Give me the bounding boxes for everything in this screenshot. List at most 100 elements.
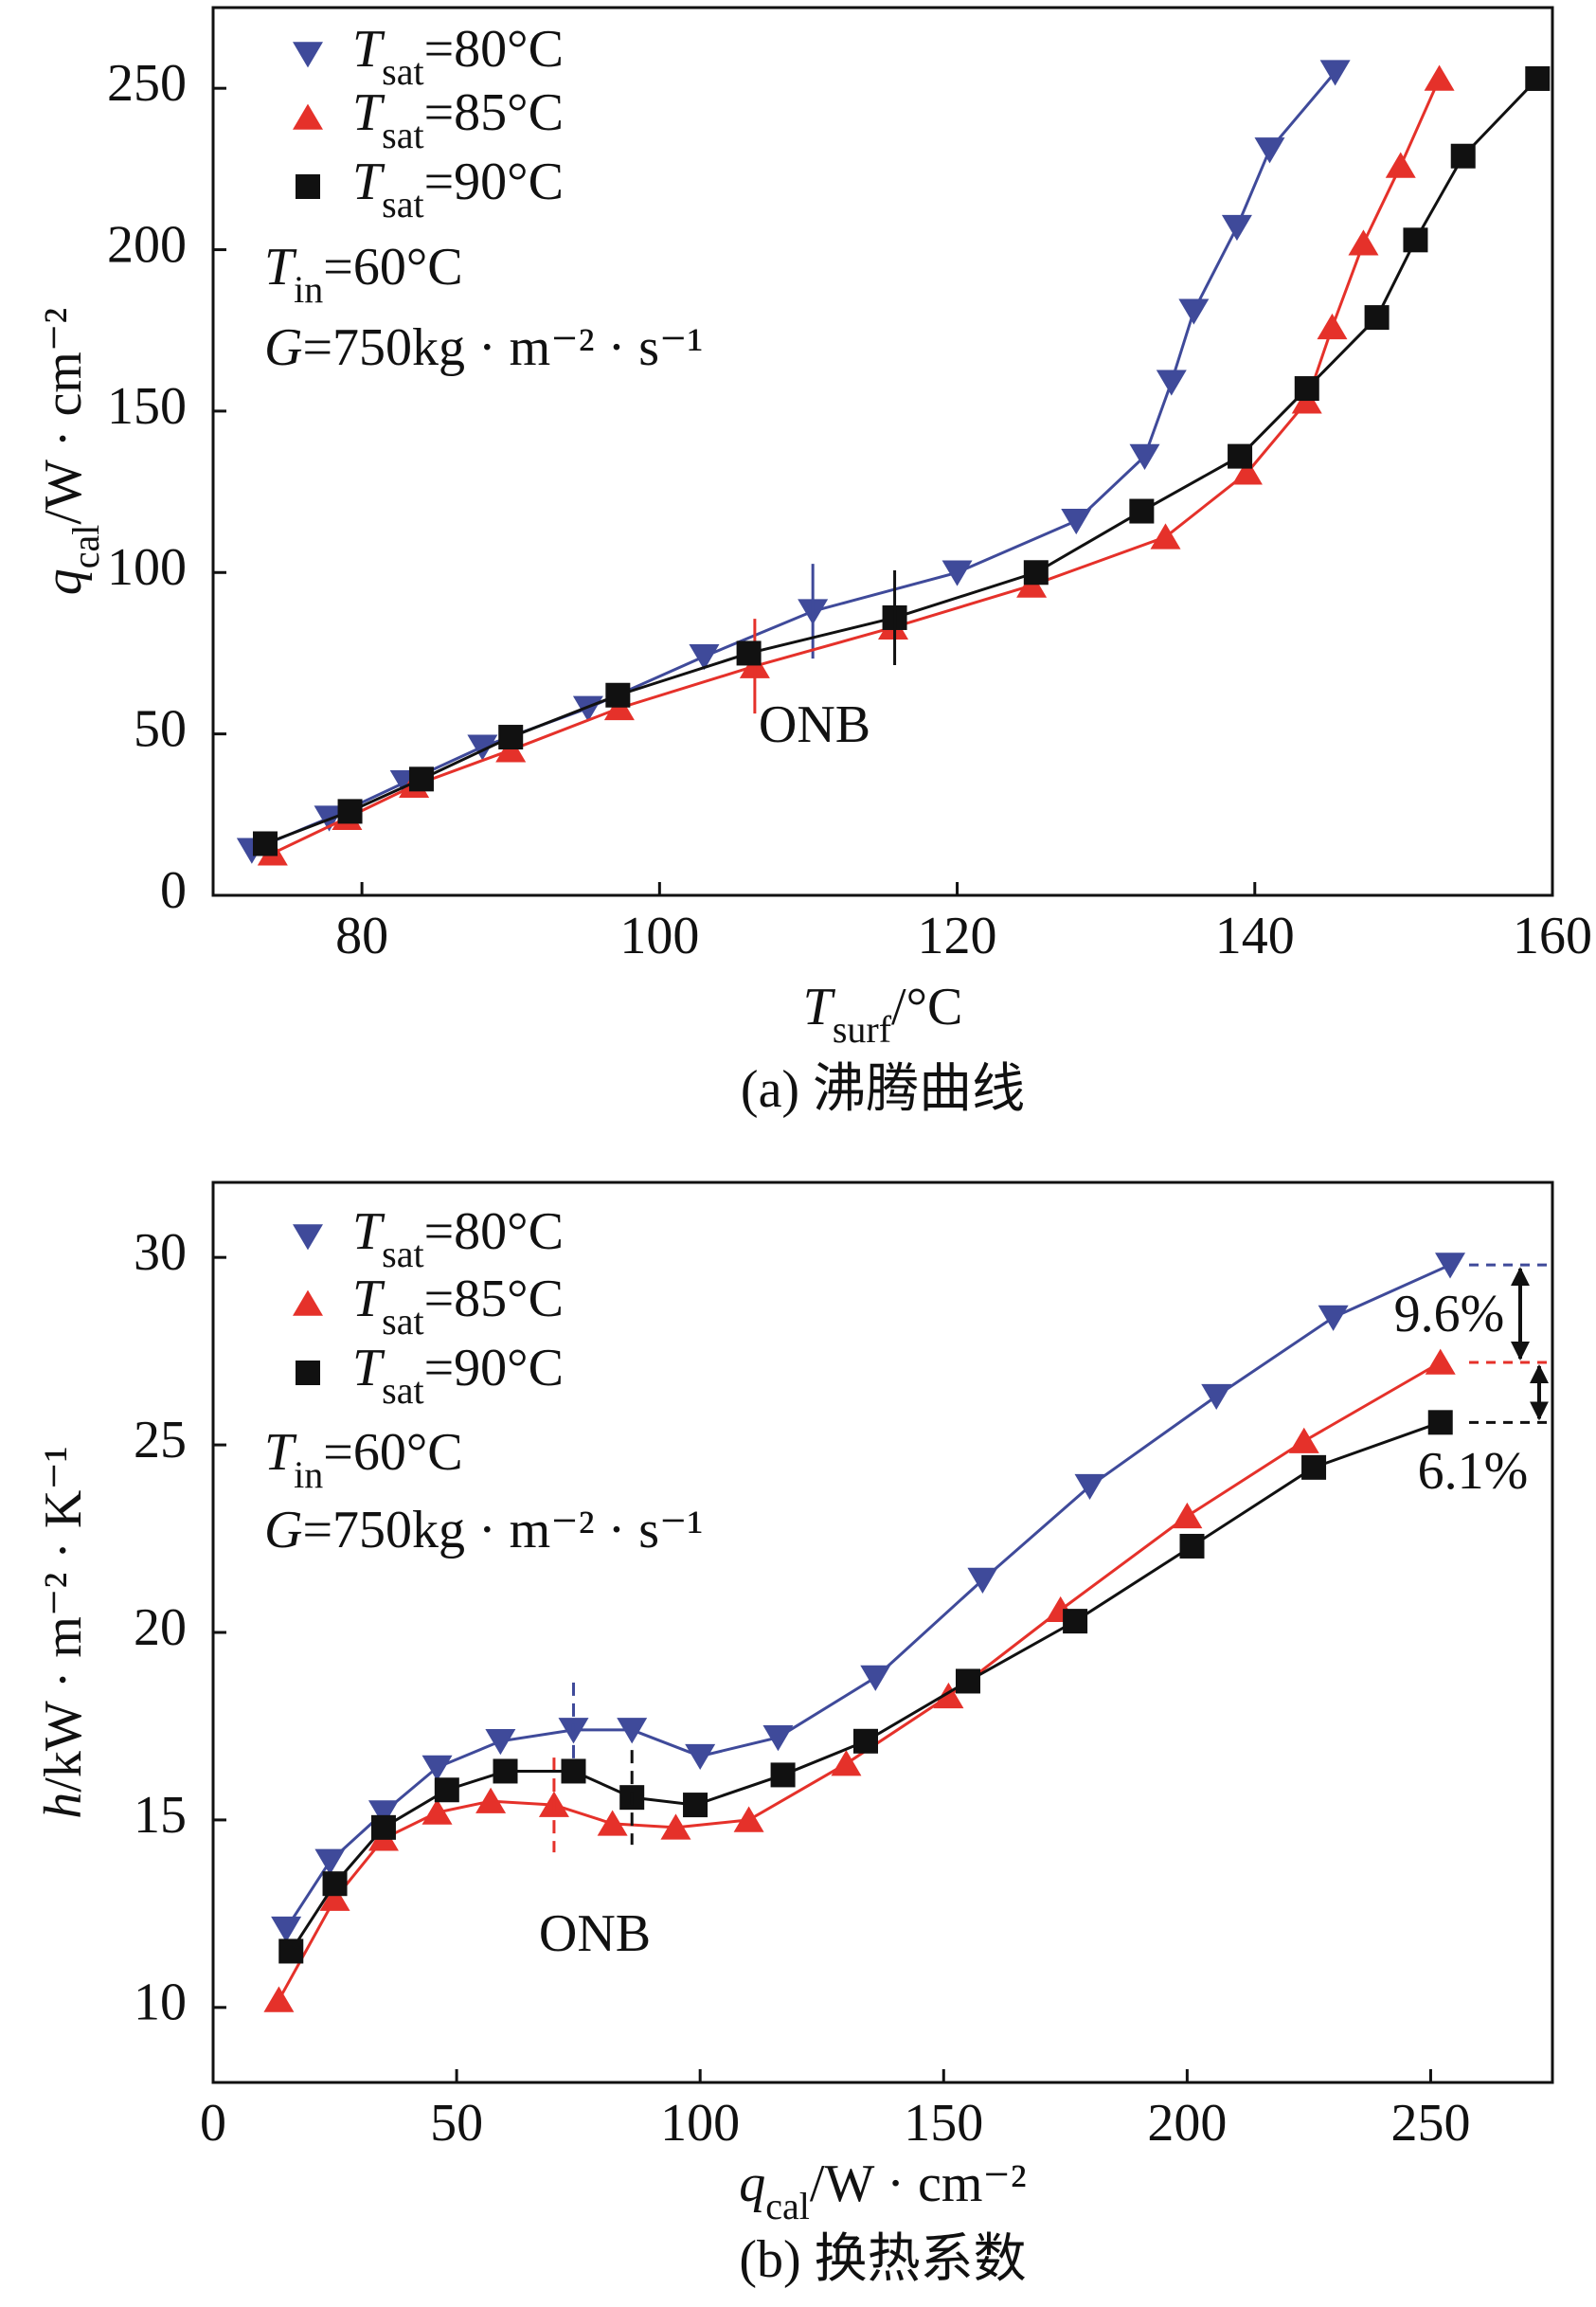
data-point (1061, 508, 1092, 535)
condition-note: Tin=60°C (264, 238, 463, 311)
y-tick-label: 25 (134, 1411, 187, 1469)
x-tick-label: 0 (200, 2094, 226, 2153)
condition-note: G=750kg · m⁻² · s⁻¹ (264, 318, 703, 377)
data-point (1294, 376, 1319, 402)
y-axis-label: h/kW · m⁻² · K⁻¹ (34, 1446, 93, 1818)
data-point (967, 1567, 998, 1594)
y-tick-label: 150 (107, 377, 187, 436)
data-point (1450, 143, 1476, 169)
y-tick-label: 10 (134, 1974, 187, 2032)
data-point (1179, 1533, 1205, 1559)
data-point (605, 682, 631, 708)
data-point (955, 1668, 980, 1694)
plot-frame (211, 6, 1554, 897)
x-tick-label: 120 (918, 907, 997, 965)
x-tick-label: 250 (1390, 2094, 1470, 2153)
x-tick-label: 160 (1513, 907, 1592, 965)
series (263, 1348, 1456, 2012)
data-point (1221, 214, 1252, 242)
data-point (1435, 1253, 1466, 1279)
y-tick-label: 50 (134, 699, 187, 758)
data-point (831, 1750, 862, 1776)
data-point (1254, 137, 1285, 164)
x-tick-label: 200 (1147, 2094, 1227, 2153)
data-point (1129, 443, 1160, 471)
x-tick-label: 100 (660, 2094, 740, 2153)
data-point (1231, 459, 1263, 485)
data-point (1364, 305, 1390, 331)
data-point (271, 1916, 302, 1943)
data-point (337, 799, 363, 824)
data-point (467, 734, 498, 761)
x-tick-label: 100 (619, 907, 699, 965)
data-point (485, 1728, 516, 1756)
legend-marker (293, 103, 323, 130)
data-point (263, 1986, 295, 2012)
data-point (1317, 313, 1348, 340)
data-point (860, 1665, 891, 1691)
data-point (421, 1755, 453, 1781)
data-point (1424, 64, 1455, 91)
data-point (1319, 60, 1351, 86)
data-point (1403, 227, 1428, 253)
data-point (475, 1787, 507, 1813)
data-point (1156, 369, 1187, 396)
data-point (493, 1758, 518, 1784)
data-point (278, 1938, 304, 1964)
data-point (1427, 1410, 1453, 1435)
legend-label: Tsat=80°C (352, 1202, 564, 1275)
data-point (314, 1848, 346, 1875)
data-point (685, 1743, 716, 1771)
data-point (1129, 498, 1155, 524)
data-point (683, 1793, 708, 1818)
legend-marker (293, 42, 323, 68)
caption: (a) 沸腾曲线 (741, 1060, 1025, 1119)
data-point (252, 831, 278, 856)
legend-label: Tsat=90°C (352, 1339, 564, 1412)
data-point (941, 560, 973, 586)
y-tick-label: 20 (134, 1598, 187, 1657)
annotation: 9.6% (1394, 1285, 1505, 1343)
data-point (322, 1871, 348, 1897)
annotation: ONB (539, 1904, 651, 1963)
data-point (1288, 1427, 1319, 1453)
caption: (b) 换热系数 (739, 2230, 1026, 2289)
annotation: 6.1% (1418, 1442, 1529, 1501)
x-tick-label: 150 (904, 2094, 983, 2153)
data-point (1318, 1305, 1349, 1331)
data-point (370, 1814, 396, 1840)
y-tick-label: 15 (134, 1786, 187, 1845)
legend-label: Tsat=85°C (352, 83, 564, 156)
x-tick-label: 80 (335, 907, 388, 965)
data-point (1023, 560, 1049, 586)
data-point (1385, 152, 1416, 178)
series (252, 65, 1551, 856)
data-point (597, 1810, 628, 1836)
legend-marker (296, 174, 320, 199)
data-point (1150, 523, 1181, 550)
data-point (660, 1813, 691, 1840)
y-tick-label: 250 (107, 54, 187, 113)
data-point (853, 1728, 879, 1754)
y-tick-label: 100 (107, 538, 187, 597)
legend-label: Tsat=90°C (352, 153, 564, 225)
data-point (770, 1762, 796, 1788)
data-point (1178, 298, 1210, 325)
condition-note: G=750kg · m⁻² · s⁻¹ (264, 1501, 703, 1559)
data-point (689, 644, 720, 671)
data-point (434, 1777, 459, 1803)
legend-label: Tsat=85°C (352, 1270, 564, 1343)
data-point (1228, 443, 1253, 469)
data-point (733, 1806, 764, 1832)
legend-marker (293, 1289, 323, 1316)
data-point (1301, 1454, 1327, 1480)
x-axis-label: qcal/W · cm⁻² (739, 2154, 1026, 2227)
annotation: ONB (759, 695, 870, 754)
series (278, 1410, 1453, 1964)
data-point (1063, 1609, 1088, 1634)
data-point (1074, 1473, 1105, 1501)
y-axis-label: qcal/W · cm⁻² (34, 308, 107, 595)
data-point (572, 695, 603, 722)
x-tick-label: 50 (430, 2094, 483, 2153)
